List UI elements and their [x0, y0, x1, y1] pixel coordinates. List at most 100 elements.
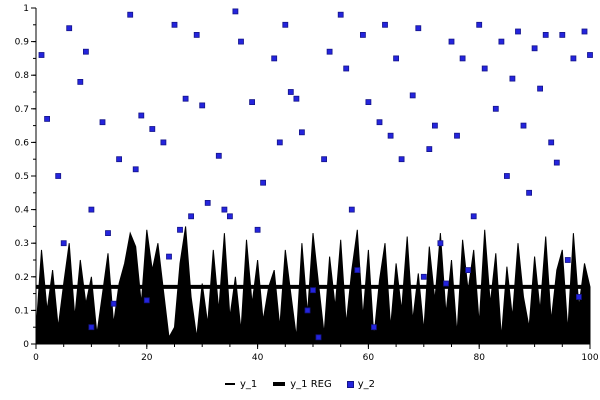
scatter-point [570, 55, 577, 62]
scatter-point [526, 189, 532, 196]
scatter-point [44, 116, 50, 122]
scatter-point [182, 95, 189, 102]
scatter-point [88, 324, 95, 331]
scatter-point [249, 99, 256, 105]
scatter-point [88, 206, 95, 213]
scatter-point [193, 32, 200, 38]
scatter-point [420, 273, 427, 280]
scatter-point [393, 55, 400, 62]
legend-label-y2: y_2 [357, 378, 376, 390]
scatter-point [559, 32, 566, 38]
scatter-point [564, 257, 571, 263]
chart-legend: y_1 y_1 REG y_2 [0, 370, 600, 398]
legend-label-y1: y_1 [239, 378, 258, 390]
scatter-point [199, 102, 206, 109]
scatter-point [116, 156, 122, 163]
scatter-point [149, 126, 156, 132]
scatter-point [348, 206, 355, 213]
scatter-point [226, 213, 233, 220]
scatter-point [437, 240, 444, 247]
scatter-point [99, 119, 106, 126]
scatter-point [83, 48, 89, 55]
scatter-point [310, 287, 316, 294]
scatter-point [481, 65, 488, 72]
y-tick-label: 0.6 [15, 138, 30, 148]
scatter-point [376, 119, 383, 126]
scatter-point [548, 139, 555, 146]
scatter-point [465, 267, 472, 274]
axis-labels: 0 20 40 60 80 100 0 0.1 0.2 0.3 0.4 0.5 0.6 0.7 0.8 0.9… [15, 4, 599, 363]
scatter-point [321, 156, 328, 163]
scatter-point [476, 21, 483, 28]
scatter-point [576, 294, 582, 300]
scatter-point [271, 55, 278, 62]
scatter-point [431, 122, 438, 129]
scatter-point [215, 152, 222, 159]
legend-item-y1: y_1 [224, 378, 258, 390]
scatter-point [110, 300, 117, 307]
scatter-point [287, 89, 294, 95]
y-tick-label: 0.1 [15, 306, 29, 316]
scatter-point [515, 28, 521, 35]
scatter-point [127, 11, 134, 18]
scatter-point [171, 21, 178, 28]
legend-item-y2: y_2 [346, 378, 376, 390]
scatter-point [343, 65, 350, 72]
scatter-point [454, 132, 460, 139]
x-tick-label: 80 [473, 353, 485, 363]
scatter-point [415, 25, 422, 32]
scatter-point [160, 139, 167, 146]
scatter-point [365, 99, 372, 105]
scatter-point [581, 28, 588, 35]
y-tick-label: 0.7 [15, 105, 29, 115]
scatter-point [60, 240, 67, 247]
scatter-point [542, 32, 549, 38]
scatter-point [370, 324, 377, 331]
scatter-point [293, 95, 300, 102]
scatter-point [232, 8, 239, 15]
scatter-point [254, 226, 261, 233]
scatter-point [132, 166, 139, 173]
scatter-point [443, 280, 449, 287]
scatter-point [409, 92, 416, 99]
scatter-point [166, 253, 172, 260]
y-tick-label: 0.3 [15, 239, 29, 249]
y1reg-thick-line-marker-icon [273, 382, 286, 386]
scatter-point [315, 334, 322, 341]
legend-item-y1reg: y_1 REG [273, 378, 332, 390]
series-y2-points [38, 8, 593, 341]
scatter-point [470, 213, 477, 220]
x-tick-label: 60 [363, 353, 375, 363]
scatter-point [221, 206, 228, 213]
scatter-point [77, 79, 84, 85]
y-tick-label: 0 [23, 340, 29, 350]
scatter-point [498, 38, 505, 45]
scatter-point [66, 25, 73, 32]
scatter-point [337, 11, 344, 18]
y-tick-label: 1 [23, 4, 29, 14]
scatter-point [520, 122, 527, 129]
scatter-point [587, 52, 593, 58]
y-tick-label: 0.2 [15, 273, 29, 283]
x-tick-label: 100 [581, 353, 598, 363]
scatter-point [553, 159, 560, 166]
scatter-point [282, 21, 289, 28]
legend-label-y1reg: y_1 REG [290, 378, 332, 390]
scatter-point [38, 52, 45, 58]
plot-area: 0 20 40 60 80 100 0 0.1 0.2 0.3 0.4 0.5 0.6 0.7 0.8 0.9… [15, 4, 599, 363]
y-tick-label: 0.9 [15, 38, 30, 48]
scatter-point [382, 21, 388, 28]
y1-line-marker-icon [224, 383, 235, 385]
y-tick-label: 0.4 [15, 206, 30, 216]
scatter-point [459, 55, 466, 62]
scatter-point [276, 139, 283, 146]
scatter-point [188, 213, 195, 220]
scatter-point [509, 75, 516, 82]
y-tick-label: 0.8 [15, 71, 30, 81]
scatter-point [298, 129, 305, 136]
axes [31, 7, 591, 349]
scatter-point [492, 105, 499, 112]
scatter-point [326, 48, 333, 55]
scatter-point [204, 199, 211, 206]
